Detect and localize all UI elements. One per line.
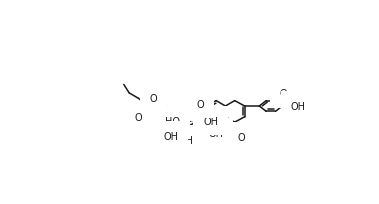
Polygon shape: [170, 123, 175, 131]
Text: O: O: [193, 100, 201, 110]
Text: OH: OH: [209, 128, 224, 138]
Text: HO: HO: [165, 116, 180, 126]
Text: OH: OH: [203, 116, 218, 126]
Text: O: O: [135, 112, 142, 122]
Text: O: O: [196, 99, 204, 109]
Polygon shape: [165, 105, 175, 112]
Text: O: O: [237, 132, 244, 142]
Polygon shape: [197, 106, 201, 112]
Text: O: O: [150, 93, 158, 103]
Text: OH: OH: [291, 102, 306, 111]
Text: O: O: [279, 89, 287, 98]
Text: OH: OH: [179, 135, 194, 145]
Text: OH: OH: [163, 131, 178, 141]
